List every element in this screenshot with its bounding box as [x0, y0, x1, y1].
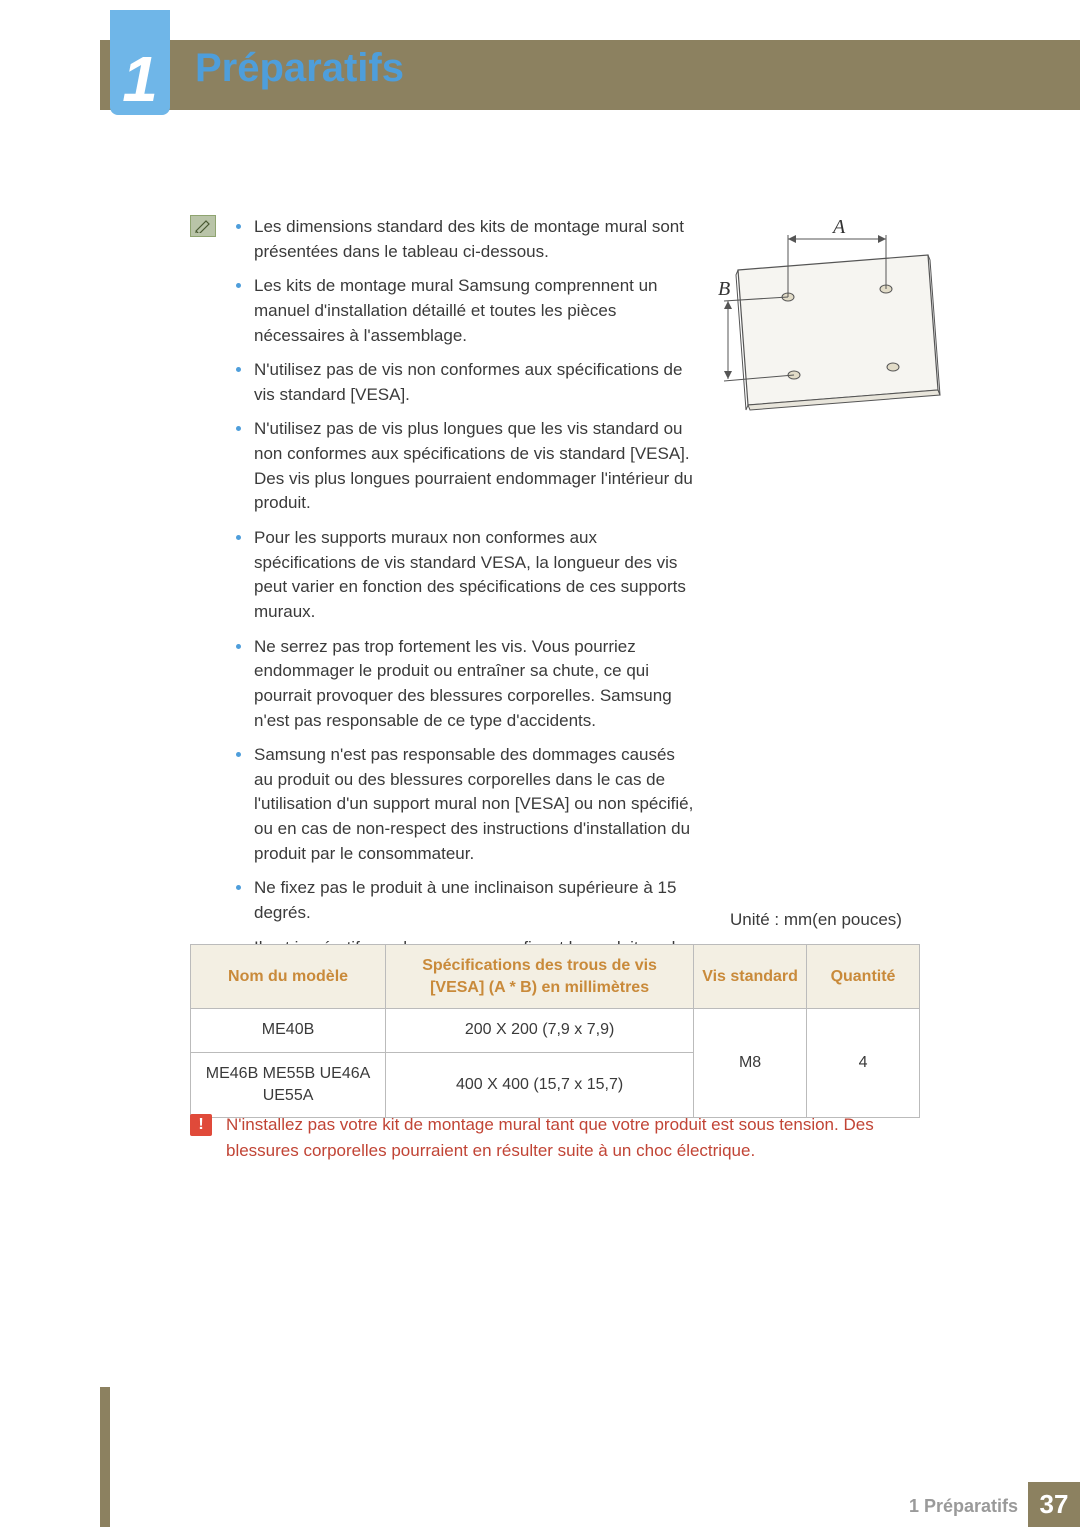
- footer-chapter-ref: 1 Préparatifs: [909, 1496, 1018, 1517]
- diagram-label-a: A: [831, 216, 846, 238]
- diagram-label-b: B: [718, 278, 730, 300]
- chapter-title: Préparatifs: [195, 46, 404, 91]
- bullet-item: Ne fixez pas le produit à une inclinaiso…: [230, 876, 698, 925]
- table-row: ME40B 200 X 200 (7,9 x 7,9) M8 4: [191, 1009, 920, 1052]
- table-unit-label: Unité : mm(en pouces): [730, 910, 902, 930]
- warning-block: ! N'installez pas votre kit de montage m…: [190, 1112, 920, 1163]
- bullet-item: N'utilisez pas de vis non conformes aux …: [230, 358, 698, 407]
- footer: 1 Préparatifs 37: [0, 1482, 1080, 1527]
- spec-table: Nom du modèle Spécifications des trous d…: [190, 944, 920, 1118]
- col-model: Nom du modèle: [191, 945, 386, 1009]
- cell-screw: M8: [694, 1009, 807, 1118]
- chapter-badge: 1: [110, 10, 170, 115]
- col-screw: Vis standard: [694, 945, 807, 1009]
- col-spec: Spécifications des trous de vis [VESA] (…: [386, 945, 694, 1009]
- chapter-number: 1: [110, 47, 170, 111]
- cell-model: ME46B ME55B UE46A UE55A: [191, 1052, 386, 1118]
- bullet-item: Les dimensions standard des kits de mont…: [230, 215, 698, 264]
- cell-spec: 200 X 200 (7,9 x 7,9): [386, 1009, 694, 1052]
- bullet-item: Les kits de montage mural Samsung compre…: [230, 274, 698, 348]
- bullet-item: Samsung n'est pas responsable des dommag…: [230, 743, 698, 866]
- cell-qty: 4: [807, 1009, 920, 1118]
- vesa-diagram: A B: [718, 215, 958, 425]
- cell-model: ME40B: [191, 1009, 386, 1052]
- bullet-list: Les dimensions standard des kits de mont…: [230, 215, 698, 995]
- page-number: 37: [1028, 1482, 1080, 1527]
- bullet-item: Pour les supports muraux non conformes a…: [230, 526, 698, 625]
- warning-text: N'installez pas votre kit de montage mur…: [226, 1112, 920, 1163]
- pencil-note-icon: [190, 215, 216, 237]
- warning-icon: !: [190, 1114, 212, 1136]
- cell-spec: 400 X 400 (15,7 x 15,7): [386, 1052, 694, 1118]
- bullet-item: N'utilisez pas de vis plus longues que l…: [230, 417, 698, 516]
- bullet-item: Ne serrez pas trop fortement les vis. Vo…: [230, 635, 698, 734]
- col-qty: Quantité: [807, 945, 920, 1009]
